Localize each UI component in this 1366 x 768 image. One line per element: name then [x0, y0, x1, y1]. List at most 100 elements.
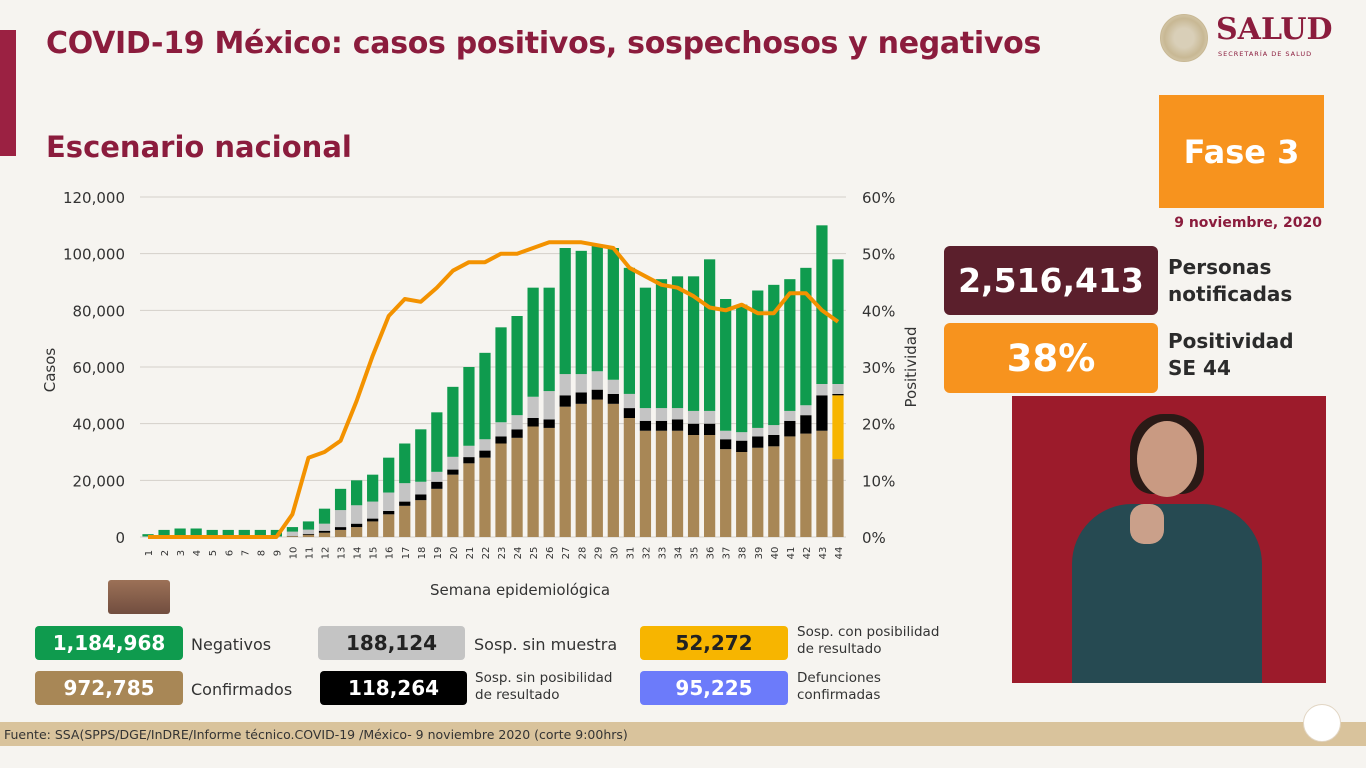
bar-segment-sosp-sin-posibilidad-de-resultado-week-41: [784, 420, 796, 437]
bar-segment-sosp-sin-posibilidad-de-resultado-week-44: [832, 393, 844, 396]
bar-segment-negativos-week-8: [254, 529, 266, 537]
x-tick-label: 8: [256, 550, 267, 556]
x-tick-label: 26: [545, 547, 556, 560]
x-tick-label: 22: [481, 547, 492, 560]
positivity-label-line1: Positividad: [1168, 329, 1294, 353]
x-tick-label: 3: [176, 550, 187, 556]
bar-segment-sosp-sin-posibilidad-de-resultado-week-29: [591, 389, 603, 400]
x-tick-label: 43: [818, 547, 829, 560]
bar-segment-negativos-week-31: [623, 267, 636, 394]
report-date: 9 noviembre, 2020: [1174, 215, 1322, 231]
bar-segment-negativos-week-2: [158, 529, 170, 537]
x-tick-label: 25: [529, 547, 540, 560]
bar-segment-sosp-sin-posibilidad-de-resultado-week-38: [736, 440, 748, 452]
y-tick-label: 120,000: [63, 189, 125, 207]
bar-segment-sosp-sin-posibilidad-de-resultado-week-23: [495, 436, 507, 444]
label-line2: de resultado: [475, 687, 560, 703]
bar-segment-sosp-sin-muestra-week-34: [671, 408, 684, 420]
bar-segment-negativos-week-32: [639, 287, 652, 409]
bar-segment-sosp-sin-muestra-week-37: [720, 430, 732, 440]
x-tick-label: 44: [834, 547, 845, 560]
bar-segment-sosp-sin-muestra-week-17: [399, 483, 411, 502]
x-tick-label: 29: [593, 547, 604, 560]
bar-segment-confirmados-week-26: [543, 427, 555, 537]
bar-segment-sosp-sin-muestra-week-16: [383, 492, 395, 511]
bar-segment-sosp-sin-muestra-week-27: [559, 374, 571, 396]
bar-segment-sosp-sin-posibilidad-de-resultado-week-43: [816, 395, 828, 431]
bar-segment-confirmados-week-12: [318, 532, 331, 537]
bar-segment-confirmados-week-42: [800, 433, 812, 537]
bar-segment-negativos-week-15: [367, 474, 379, 502]
bar-segment-sosp-sin-muestra-week-43: [816, 384, 828, 396]
x-tick-label: 38: [738, 547, 749, 560]
legend-deaths-value: 95,225: [640, 671, 788, 705]
bar-segment-negativos-week-27: [559, 248, 571, 375]
bar-segment-negativos-week-25: [527, 287, 539, 397]
x-tick-label: 1: [144, 550, 155, 556]
label-line1: Sosp. con posibilidad: [797, 624, 940, 640]
accent-bar: [0, 30, 16, 156]
bar-segment-negativos-week-22: [479, 352, 491, 440]
bar-segment-sosp-sin-muestra-week-33: [655, 408, 668, 421]
bar-segment-negativos-week-13: [334, 488, 347, 511]
y-tick-label: 100,000: [63, 246, 125, 264]
bar-segment-negativos-week-42: [800, 267, 812, 406]
bar-segment-sosp-sin-muestra-week-28: [575, 374, 587, 393]
bar-segment-negativos-week-11: [302, 521, 315, 530]
bar-segment-sosp-sin-posibilidad-de-resultado-week-40: [768, 435, 780, 447]
gobierno-de-mexico-logo: [108, 580, 170, 614]
bar-segment-sosp-sin-posibilidad-de-resultado-week-37: [720, 439, 732, 450]
bar-segment-sosp-sin-posibilidad-de-resultado-week-35: [687, 423, 700, 435]
bar-segment-sosp-sin-muestra-week-23: [495, 422, 507, 437]
bar-segment-sosp-sin-posibilidad-de-resultado-week-18: [415, 494, 427, 501]
x-tick-label: 15: [369, 547, 380, 560]
bar-segment-sosp-sin-muestra-week-21: [463, 445, 475, 458]
y2-tick-label: 60%: [862, 189, 895, 207]
bar-segment-sosp-sin-muestra-week-14: [350, 505, 363, 524]
bar-segment-negativos-week-20: [447, 386, 459, 457]
bar-segment-sosp-sin-muestra-week-24: [511, 415, 523, 430]
bar-segment-sosp-sin-posibilidad-de-resultado-week-26: [543, 419, 555, 428]
bar-segment-confirmados-week-13: [334, 529, 347, 537]
bar-segment-sosp-sin-posibilidad-de-resultado-week-28: [575, 392, 587, 404]
bar-segment-confirmados-week-33: [655, 430, 668, 537]
bar-segment-sosp-sin-posibilidad-de-resultado-week-15: [367, 518, 379, 522]
bar-segment-confirmados-week-35: [687, 435, 700, 537]
bar-segment-sosp-sin-posibilidad-de-resultado-week-39: [752, 436, 764, 448]
positivity-line: [148, 240, 840, 539]
logo-text: SALUD: [1216, 12, 1333, 47]
bar-segment-sosp-sin-muestra-week-25: [527, 396, 539, 418]
x-tick-label: 9: [272, 550, 283, 556]
bar-segment-confirmados-week-14: [350, 527, 363, 537]
bar-segment-negativos-week-37: [720, 299, 732, 431]
bar-segment-sosp-sin-muestra-week-30: [607, 379, 619, 394]
bar-segment-sosp-sin-muestra-week-15: [367, 501, 379, 519]
label-line1: Sosp. sin posibilidad: [475, 670, 613, 686]
y-tick-label: 60,000: [73, 359, 126, 377]
x-axis-title: Semana epidemiológica: [430, 581, 610, 599]
bar-segment-sosp-sin-muestra-week-10: [286, 531, 299, 536]
legend-deaths-label: Defunciones confirmadas: [797, 670, 881, 704]
bar-segment-sosp-sin-posibilidad-de-resultado-week-13: [334, 527, 347, 530]
legend-negatives-value: 1,184,968: [35, 626, 183, 660]
bar-segment-sosp-sin-muestra-week-26: [543, 391, 555, 420]
bar-segment-sosp-sin-muestra-week-19: [431, 471, 443, 482]
positivity-label: Positividad SE 44: [1168, 328, 1294, 382]
x-tick-label: 24: [513, 547, 524, 560]
bar-segment-confirmados-week-24: [511, 437, 523, 537]
bar-segment-negativos-week-40: [768, 284, 780, 426]
x-tick-label: 27: [561, 547, 572, 560]
bar-segment-confirmados-week-20: [447, 474, 459, 537]
bar-segment-confirmados-week-16: [383, 514, 395, 537]
x-tick-label: 11: [304, 547, 315, 560]
bar-segment-sosp-sin-posibilidad-de-resultado-week-11: [302, 533, 315, 535]
bar-segment-sosp-sin-muestra-week-32: [639, 408, 652, 421]
bar-segment-confirmados-week-38: [736, 452, 748, 537]
label-line2: confirmadas: [797, 687, 881, 703]
legend-no-sample-value: 188,124: [318, 626, 465, 660]
y2-tick-label: 50%: [862, 246, 895, 264]
x-tick-label: 17: [401, 547, 412, 560]
bar-segment-negativos-week-33: [655, 279, 668, 409]
logo-subtext: SECRETARÍA DE SALUD: [1218, 50, 1313, 58]
x-tick-label: 34: [674, 547, 685, 560]
